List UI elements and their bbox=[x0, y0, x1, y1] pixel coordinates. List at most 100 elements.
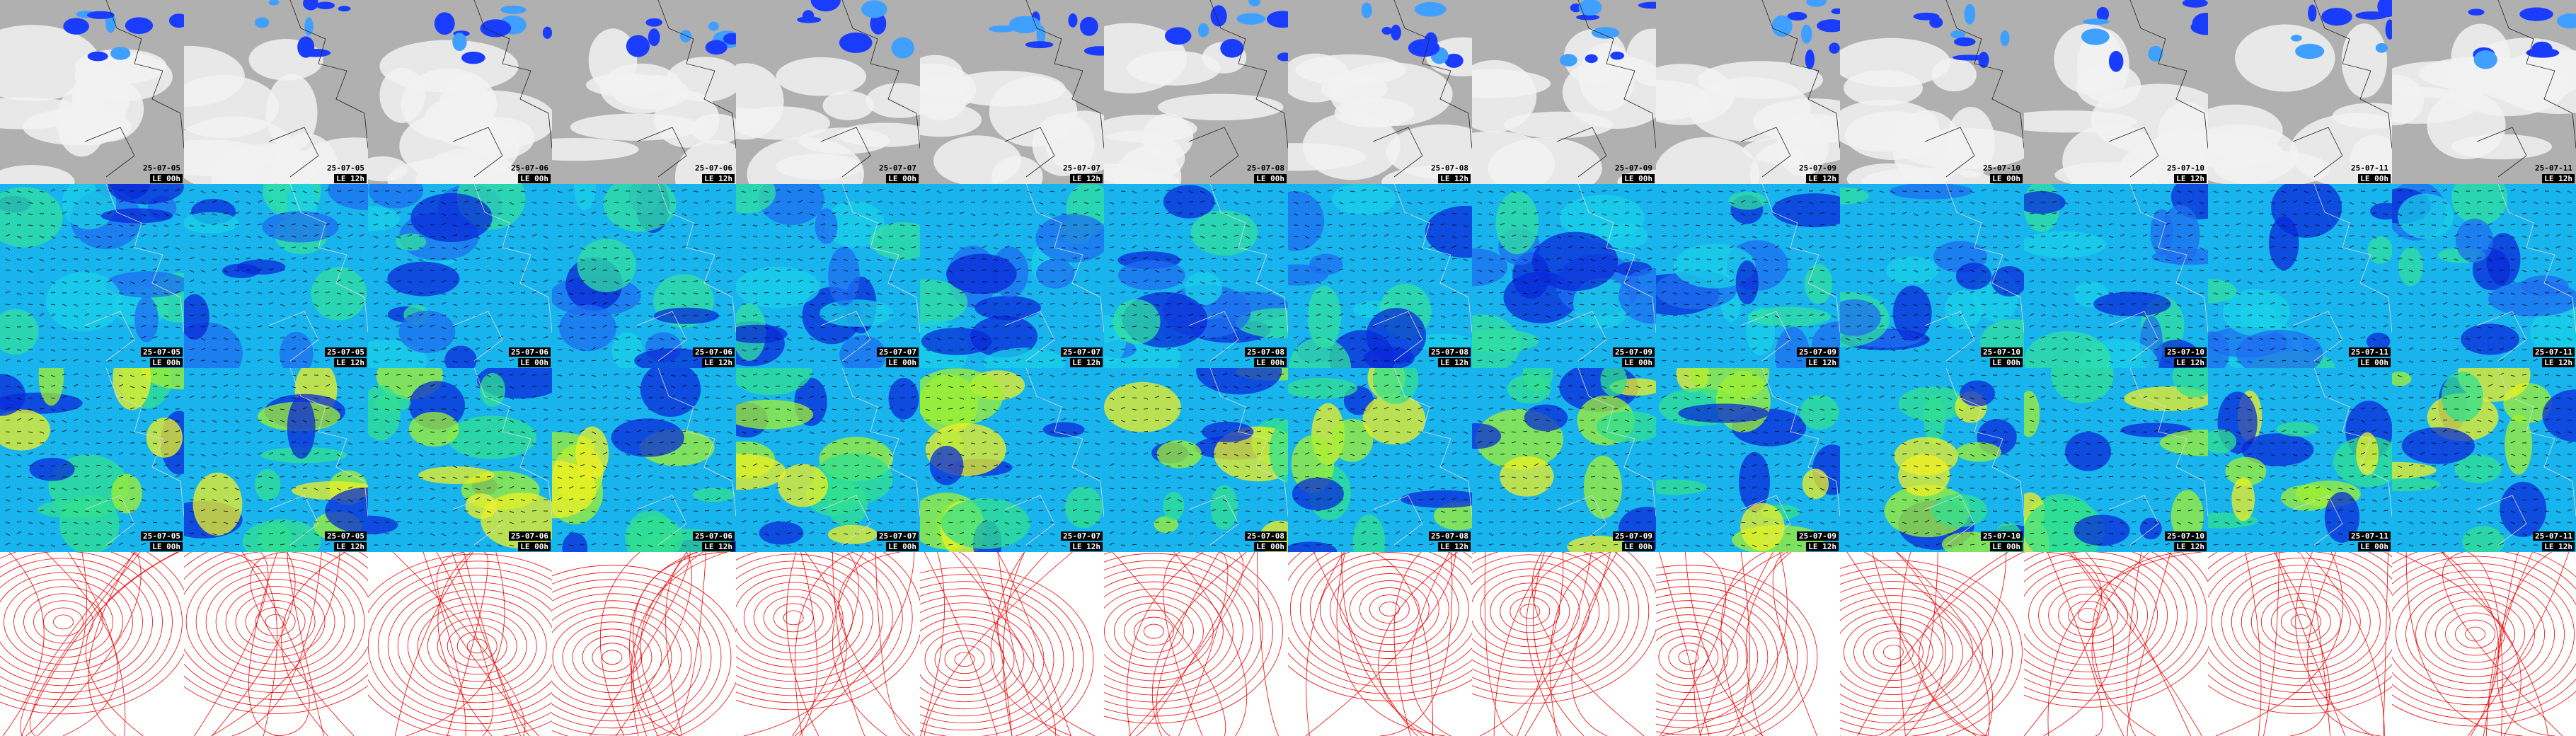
wind-arrow bbox=[520, 213, 526, 217]
wind-arrow bbox=[280, 454, 285, 456]
wind-arrow bbox=[2097, 234, 2103, 237]
wind-arrow bbox=[2176, 270, 2182, 272]
wind-arrow bbox=[2236, 347, 2241, 350]
wind-arrow bbox=[2086, 224, 2091, 228]
wind-arrow bbox=[1440, 223, 1446, 226]
map-image bbox=[1656, 184, 1840, 368]
wind-arrow bbox=[2522, 200, 2527, 203]
wind-arrow bbox=[2383, 280, 2388, 282]
wind-arrow bbox=[1706, 314, 1712, 316]
wind-arrow bbox=[223, 420, 229, 422]
wind-arrow bbox=[486, 386, 492, 387]
precip bbox=[1610, 51, 1625, 60]
wind-arrow bbox=[189, 358, 195, 362]
wind-arrow bbox=[1661, 224, 1667, 226]
wind-arrow bbox=[2522, 281, 2527, 284]
wind-arrow bbox=[798, 189, 803, 192]
wind-arrow bbox=[1477, 292, 1483, 294]
wind-arrow bbox=[163, 202, 169, 204]
wind-arrow bbox=[2349, 292, 2354, 294]
wind-arrow bbox=[2304, 202, 2309, 204]
wind-arrow bbox=[107, 442, 113, 444]
wind-arrow bbox=[2187, 326, 2193, 328]
wind-arrow bbox=[2097, 326, 2103, 328]
wind-arrow bbox=[246, 212, 251, 214]
wind-arrow bbox=[73, 488, 79, 490]
wind-arrow bbox=[2315, 313, 2321, 316]
wind-arrow bbox=[314, 488, 319, 491]
coastline bbox=[1188, 184, 1288, 362]
wind-arrow bbox=[73, 465, 79, 468]
wind-arrow bbox=[1338, 358, 1344, 362]
wind-arrow bbox=[2120, 246, 2125, 248]
wind-arrow bbox=[2224, 303, 2230, 305]
wind-arrow bbox=[1718, 279, 1723, 282]
wind-arrow bbox=[2086, 270, 2091, 272]
wind-arrow bbox=[2074, 360, 2080, 363]
wind-arrow bbox=[1316, 281, 1321, 284]
wind-arrow bbox=[336, 442, 342, 444]
wind-arrow bbox=[189, 396, 195, 398]
wind-arrow bbox=[50, 488, 56, 490]
wind-arrow bbox=[39, 360, 45, 363]
wind-arrow bbox=[1477, 202, 1483, 204]
wind-arrow bbox=[2408, 258, 2414, 261]
wind-arrow bbox=[1154, 304, 1160, 306]
wind-arrow bbox=[1350, 325, 1355, 328]
wind-arrow bbox=[809, 304, 815, 306]
wind-arrow bbox=[475, 510, 481, 513]
wind-arrow bbox=[62, 488, 67, 491]
wind-arrow bbox=[396, 324, 401, 328]
wind-arrow bbox=[1109, 280, 1115, 282]
wind-arrow bbox=[982, 190, 987, 192]
wind-arrow bbox=[118, 520, 124, 523]
wind-arrow bbox=[430, 408, 435, 410]
wind-arrow bbox=[464, 213, 469, 216]
wind-arrow bbox=[1327, 304, 1333, 307]
wind-arrow bbox=[1752, 270, 1757, 272]
wind-arrow bbox=[2442, 202, 2448, 205]
wind-arrow bbox=[16, 531, 22, 534]
wind-arrow bbox=[268, 498, 274, 500]
wind-arrow bbox=[62, 200, 67, 203]
wind-arrow bbox=[1072, 268, 1078, 271]
date-label: 25-07-08 bbox=[1431, 163, 1468, 173]
wind-arrow bbox=[2040, 213, 2046, 215]
wind-arrow bbox=[1083, 202, 1089, 205]
wind-arrow bbox=[1027, 292, 1033, 295]
wind-arrow bbox=[2567, 258, 2572, 260]
wind-field bbox=[2024, 231, 2107, 258]
wind-arrow bbox=[1752, 347, 1757, 350]
wind-arrow bbox=[1293, 213, 1299, 216]
precip bbox=[2290, 35, 2302, 42]
wind-arrow bbox=[2465, 348, 2471, 350]
precip bbox=[2519, 7, 2553, 21]
wind-arrow bbox=[2165, 258, 2170, 261]
wind-arrow bbox=[2383, 224, 2388, 227]
precip bbox=[542, 26, 552, 39]
wind-arrow bbox=[2224, 338, 2230, 340]
wind-arrow bbox=[591, 212, 597, 214]
wind-arrow bbox=[373, 257, 379, 260]
wind-arrow bbox=[1819, 338, 1825, 340]
wind-arrow bbox=[189, 348, 195, 350]
wind-arrow bbox=[475, 497, 481, 500]
map-row1: 25-07-07 LE 00h bbox=[736, 0, 920, 184]
wind-arrow bbox=[152, 464, 158, 466]
wind-arrow bbox=[62, 190, 67, 192]
wind-arrow bbox=[2476, 326, 2482, 328]
wind-arrow bbox=[62, 373, 67, 376]
wind-field bbox=[1309, 253, 1343, 275]
wind-arrow bbox=[430, 190, 435, 192]
wind-arrow bbox=[1211, 270, 1217, 272]
wind-arrow bbox=[16, 454, 22, 456]
wind-arrow bbox=[832, 202, 837, 205]
wind-arrow bbox=[2292, 268, 2298, 271]
wind-arrow bbox=[407, 374, 413, 377]
wind-arrow bbox=[39, 386, 45, 388]
date-label: 25-07-05 bbox=[327, 163, 364, 173]
wind-arrow bbox=[234, 292, 240, 294]
wind-arrow bbox=[2052, 212, 2057, 214]
wind-arrow bbox=[347, 270, 353, 271]
wind-arrow bbox=[936, 246, 942, 248]
